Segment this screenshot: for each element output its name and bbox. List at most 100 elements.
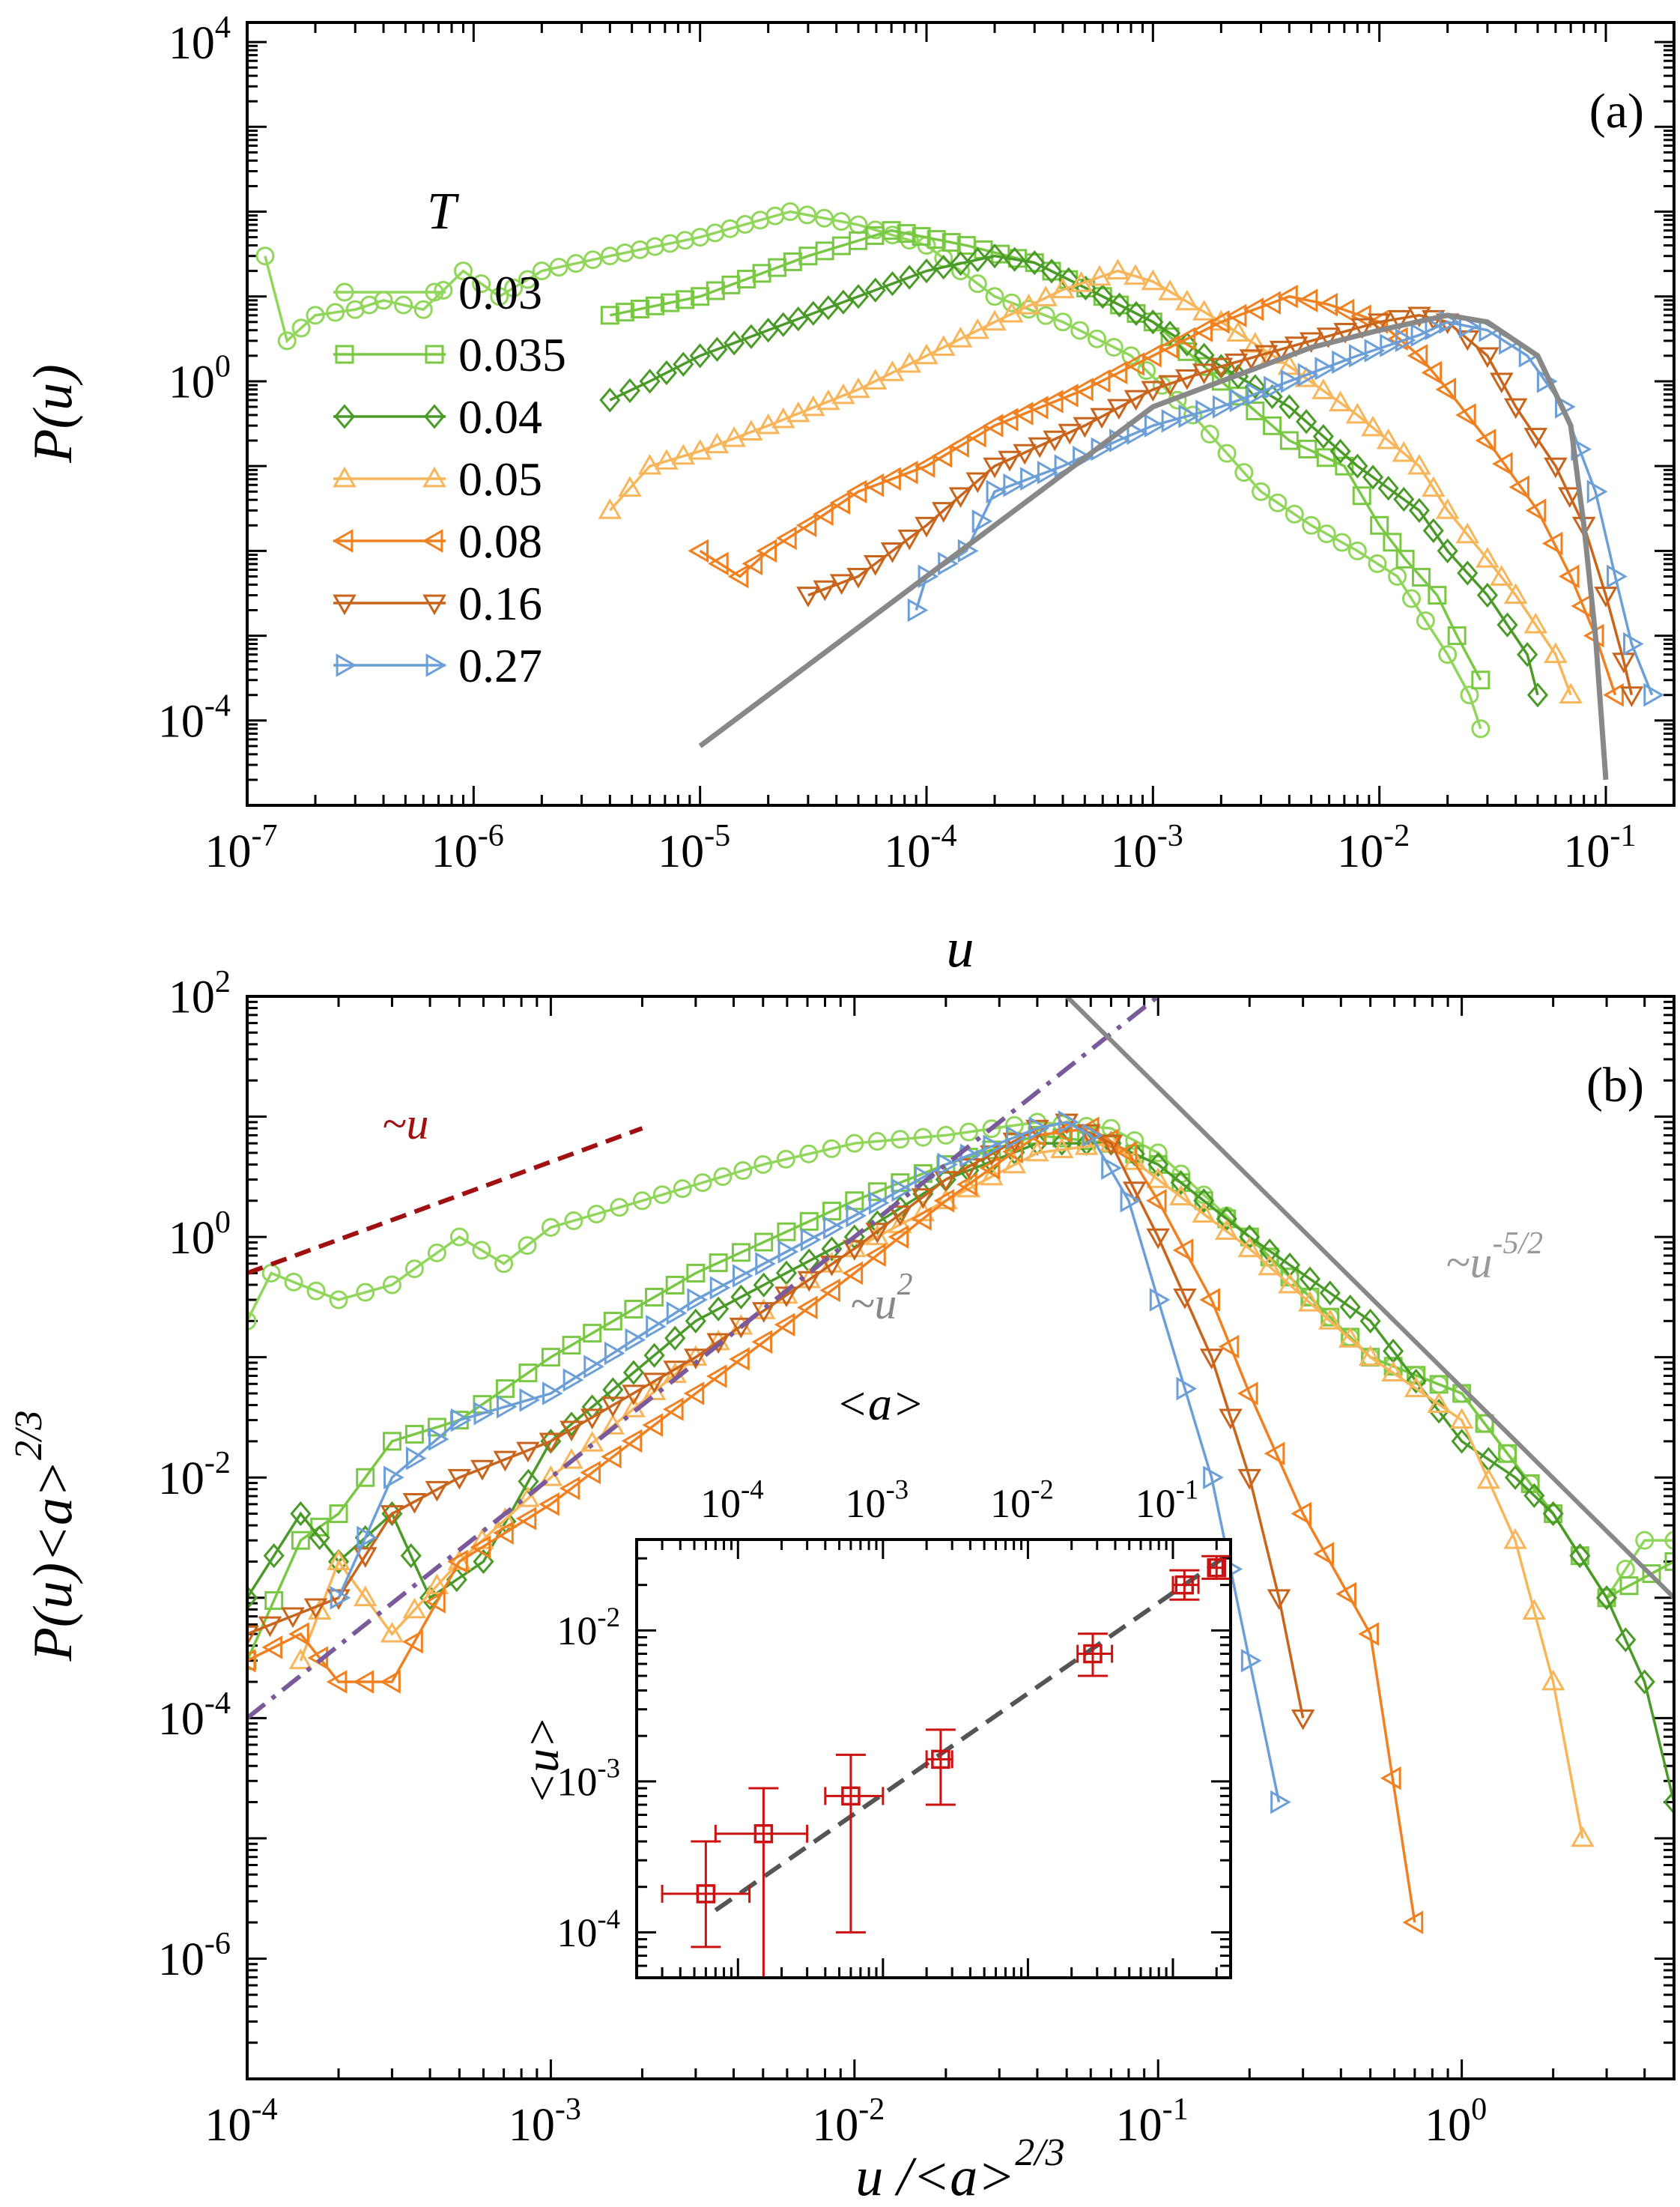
data-point xyxy=(1316,327,1341,348)
data-point xyxy=(291,1531,310,1550)
x-tick-label: 10-3 xyxy=(1111,818,1183,877)
data-point xyxy=(1178,404,1200,429)
data-point xyxy=(518,1236,537,1256)
data-point xyxy=(751,1330,773,1354)
data-point xyxy=(1316,448,1335,467)
data-point xyxy=(356,1468,375,1487)
data-point xyxy=(306,1281,326,1301)
data-point xyxy=(1090,408,1114,429)
x-tick-label-exp: -1 xyxy=(1610,818,1636,853)
data-point xyxy=(1285,504,1304,524)
data-point xyxy=(413,300,433,319)
data-point xyxy=(1447,626,1467,646)
data-point xyxy=(865,1243,886,1268)
data-point xyxy=(1058,423,1082,445)
data-point xyxy=(1226,321,1250,342)
y-tick-label: 10-6 xyxy=(158,1926,231,1985)
y-tick-label-exp: -3 xyxy=(597,1752,620,1783)
y-tick-label: 10-2 xyxy=(557,1602,620,1653)
data-point xyxy=(831,383,855,405)
data-point xyxy=(1455,403,1476,427)
data-point xyxy=(1106,360,1128,385)
data-point xyxy=(948,327,973,348)
data-point xyxy=(880,467,901,491)
legend-marker xyxy=(336,653,357,677)
data-point xyxy=(1395,328,1416,353)
data-point xyxy=(756,539,777,563)
data-point xyxy=(549,258,568,277)
data-point xyxy=(603,1312,622,1331)
data-point xyxy=(756,413,780,435)
y-tick-label-exp: -4 xyxy=(204,1686,231,1721)
data-point xyxy=(1244,374,1266,399)
data-point xyxy=(1569,1543,1591,1569)
data-point xyxy=(967,247,989,273)
data-point xyxy=(823,1216,844,1240)
data-point xyxy=(1260,291,1281,315)
data-point xyxy=(1544,457,1568,479)
legend-item-0.03: 0.03 xyxy=(333,266,542,319)
data-point xyxy=(956,1158,981,1179)
y-tick-label-base: 10 xyxy=(557,1760,597,1805)
data-point xyxy=(897,224,916,243)
data-point xyxy=(1280,369,1302,393)
data-point xyxy=(1634,1669,1655,1695)
data-point xyxy=(1471,670,1491,690)
data-point xyxy=(473,1401,495,1426)
data-point xyxy=(1200,425,1219,444)
data-point xyxy=(1421,476,1446,497)
data-point xyxy=(1218,1334,1240,1359)
data-point xyxy=(327,1589,351,1611)
data-point xyxy=(357,1525,377,1550)
x-tick-label-exp: -3 xyxy=(555,2092,581,2127)
data-point xyxy=(1101,1156,1122,1180)
data-point xyxy=(518,1468,539,1495)
legend-marker xyxy=(335,282,354,302)
x-tick-label-base: 10 xyxy=(990,1481,1031,1526)
data-point xyxy=(1312,423,1334,449)
data-point xyxy=(542,1381,563,1405)
guide-label-u52: ~u-5/2 xyxy=(1446,1226,1543,1287)
data-point xyxy=(1407,306,1431,328)
data-point xyxy=(1635,1531,1655,1550)
data-point xyxy=(380,1621,404,1643)
data-point xyxy=(706,1329,730,1351)
inset-data-point xyxy=(661,1840,751,1949)
data-point xyxy=(1476,547,1499,568)
data-point xyxy=(1449,1408,1474,1429)
data-point xyxy=(1141,344,1162,368)
guide-line-1 xyxy=(247,996,1160,1720)
data-point xyxy=(353,1585,377,1607)
panel-b-frame xyxy=(246,995,1676,2080)
data-point xyxy=(1358,1345,1383,1366)
data-point xyxy=(646,296,665,315)
data-point xyxy=(580,1408,604,1430)
data-point xyxy=(290,1501,312,1527)
data-point xyxy=(802,300,824,326)
data-point xyxy=(918,564,939,589)
data-point xyxy=(1407,344,1428,368)
data-point xyxy=(1428,586,1447,605)
data-point xyxy=(1318,1309,1342,1330)
data-point xyxy=(1028,1116,1050,1140)
legend-label: 0.08 xyxy=(458,515,542,568)
data-point xyxy=(1225,303,1247,328)
data-point xyxy=(1013,443,1037,465)
data-point xyxy=(1002,1132,1027,1154)
y-tick-label-exp: -4 xyxy=(204,688,231,724)
data-point xyxy=(532,261,551,281)
x-tick-label-base: 10 xyxy=(1563,826,1610,877)
panel-a-xlabel: u xyxy=(947,918,974,979)
data-point xyxy=(402,1493,427,1514)
data-point xyxy=(264,1590,284,1610)
data-point xyxy=(1042,390,1064,414)
x-tick-label: 10-4 xyxy=(204,2092,277,2151)
legend-marker xyxy=(423,404,446,429)
data-point xyxy=(733,1161,753,1181)
data-point xyxy=(601,1444,622,1469)
data-point xyxy=(1158,279,1182,300)
data-point xyxy=(1037,460,1058,485)
data-point xyxy=(1268,493,1288,512)
data-point xyxy=(583,250,603,270)
